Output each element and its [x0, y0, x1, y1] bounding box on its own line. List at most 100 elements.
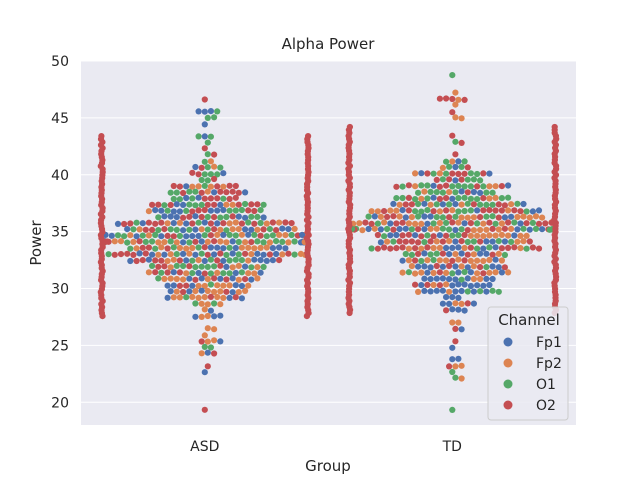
data-point-fp1: [393, 231, 400, 239]
data-point-o2: [248, 239, 255, 246]
data-point-o1: [443, 219, 450, 226]
data-point-o2: [211, 275, 218, 282]
data-point-o2: [161, 263, 168, 270]
data-point-fp1: [439, 300, 446, 307]
data-point-fp1: [248, 276, 255, 283]
data-point-o1: [201, 171, 208, 178]
data-point-fp2: [443, 281, 450, 288]
data-point-fp1: [257, 269, 264, 276]
data-point-fp2: [517, 245, 524, 252]
data-point-fp1: [214, 207, 221, 214]
data-point-o1: [508, 238, 515, 245]
data-point-o1: [424, 195, 431, 202]
data-point-o2: [467, 244, 474, 251]
data-point-fp2: [173, 275, 180, 283]
data-point-fp2: [251, 245, 258, 252]
data-point-fp2: [480, 233, 487, 240]
data-point-o2: [446, 363, 453, 370]
data-point-o1: [220, 270, 227, 277]
data-point-o2: [443, 195, 450, 202]
data-point-o2: [405, 231, 412, 238]
data-point-fp1: [254, 250, 261, 257]
data-point-fp2: [204, 301, 211, 308]
data-point-o2: [433, 176, 440, 183]
data-point-fp1: [455, 269, 462, 276]
data-point-o2: [192, 238, 199, 245]
data-point-fp2: [492, 232, 499, 239]
data-point-o2: [104, 238, 111, 245]
data-point-o2: [461, 231, 468, 239]
data-point-o1: [204, 139, 211, 146]
data-point-o1: [238, 269, 245, 276]
data-point-fp1: [498, 269, 505, 276]
data-point-fp2: [211, 163, 218, 170]
data-point-o2: [393, 220, 400, 227]
data-point-fp2: [204, 276, 211, 283]
data-point-fp1: [483, 238, 490, 245]
data-point-fp1: [474, 282, 481, 289]
data-point-fp2: [170, 294, 177, 301]
data-point-fp2: [387, 207, 394, 214]
data-point-o1: [483, 189, 490, 196]
data-point-o2: [498, 207, 505, 214]
data-point-o2: [251, 220, 258, 227]
data-point-fp1: [276, 244, 283, 251]
data-point-fp1: [402, 214, 409, 221]
data-point-fp2: [235, 226, 242, 233]
data-point-fp2: [486, 183, 493, 190]
data-point-fp1: [260, 214, 267, 221]
data-point-o1: [211, 300, 218, 307]
data-point-fp2: [396, 201, 403, 208]
data-point-fp2: [455, 319, 462, 326]
data-point-o1: [412, 196, 419, 203]
data-point-o2: [229, 213, 236, 220]
data-point-fp2: [405, 257, 412, 264]
data-point-fp1: [415, 263, 422, 270]
data-point-fp1: [501, 214, 508, 221]
data-point-fp1: [229, 238, 236, 245]
data-point-fp1: [192, 251, 199, 258]
data-point-o1: [374, 220, 381, 227]
data-point-fp2: [204, 312, 211, 320]
data-point-o2: [139, 244, 146, 251]
data-point-fp2: [198, 313, 205, 320]
data-point-fp2: [458, 263, 465, 270]
data-point-o2: [523, 220, 530, 227]
data-point-o1: [390, 238, 397, 245]
data-point-o2: [511, 207, 518, 214]
data-point-o1: [474, 196, 481, 203]
data-point-o1: [139, 232, 146, 239]
data-point-fp2: [412, 183, 419, 190]
data-point-o2: [211, 238, 218, 245]
data-point-o1: [173, 262, 180, 269]
data-point-fp1: [232, 244, 239, 252]
data-point-o2: [461, 257, 468, 264]
data-point-o2: [201, 270, 208, 277]
data-point-o1: [433, 189, 440, 196]
data-point-o1: [415, 189, 422, 196]
data-point-fp2: [217, 301, 224, 308]
data-point-fp2: [229, 226, 236, 233]
data-point-fp1: [458, 287, 465, 295]
data-point-fp1: [458, 326, 465, 333]
data-point-o1: [269, 232, 276, 239]
data-point-o1: [446, 201, 453, 208]
data-point-fp1: [238, 295, 245, 302]
data-point-o2: [142, 226, 149, 233]
data-point-fp1: [161, 213, 168, 220]
data-point-fp1: [189, 282, 196, 289]
data-point-fp2: [474, 270, 481, 277]
data-point-fp1: [492, 244, 499, 251]
data-point-o1: [223, 213, 230, 221]
data-point-o1: [523, 245, 530, 252]
data-point-o1: [449, 270, 456, 277]
data-point-o1: [158, 269, 165, 276]
data-point-o2: [439, 250, 446, 257]
data-point-o1: [486, 244, 493, 251]
data-point-fp2: [254, 275, 261, 282]
data-point-fp1: [198, 238, 205, 245]
data-point-o1: [467, 183, 474, 190]
data-point-fp1: [439, 263, 446, 270]
data-point-fp1: [211, 313, 218, 320]
data-point-fp1: [204, 349, 211, 356]
